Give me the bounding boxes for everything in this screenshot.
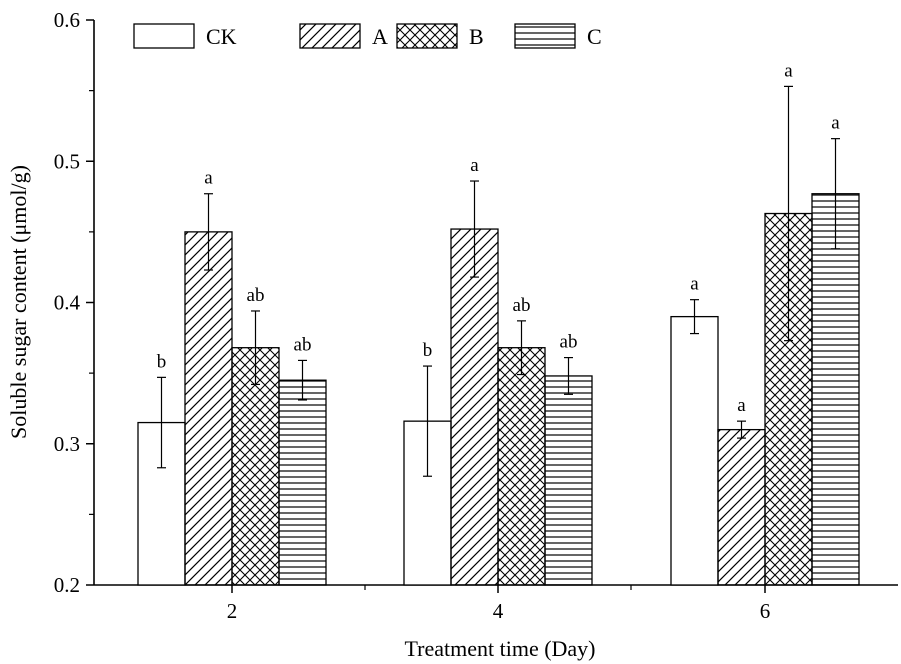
legend-label-a: A [372,24,388,49]
y-tick-label: 0.2 [54,573,80,597]
legend-swatch-c [514,23,576,49]
significance-label: a [690,274,699,295]
significance-label: a [470,155,479,176]
significance-label: b [423,340,433,361]
y-axis-ticks: 0.2 0.3 0.4 0.5 0.6 [54,8,94,597]
legend-swatch-b [396,23,458,49]
legend-label-ck: CK [206,24,237,49]
bar-a-day-6 [717,428,766,586]
x-tick-label: 2 [227,599,238,623]
error-bars [157,85,840,477]
bar-b-day-4 [497,347,546,586]
bar-c-day-6 [811,193,860,586]
x-axis-ticks: 2 4 6 [227,585,771,623]
y-tick-label: 0.5 [54,149,80,173]
bar-c-day-4 [544,375,593,586]
x-tick-label: 4 [493,599,504,623]
significance-label: ab [294,334,312,355]
bar-c-day-2 [278,379,327,586]
significance-labels: b b a a a a ab ab a ab ab a [157,60,841,416]
bar-a-day-2 [184,231,233,586]
significance-label: ab [560,332,578,353]
legend-label-c: C [587,24,602,49]
y-tick-label: 0.6 [54,8,80,32]
significance-label: a [831,113,840,134]
significance-label: b [157,351,167,372]
bar-a-day-4 [450,228,499,586]
legend-swatch-ck [133,23,195,49]
y-tick-label: 0.3 [54,432,80,456]
legend: CK A B C [133,23,602,49]
y-axis-title: Soluble sugar content (μmol/g) [6,165,31,439]
x-axis-title: Treatment time (Day) [404,636,595,661]
bar-ck-day-6 [670,315,719,586]
bar-ck-day-2 [137,421,186,586]
x-tick-label: 6 [760,599,771,623]
bar-groups [137,193,860,586]
significance-label: ab [247,285,265,306]
bar-b-day-2 [231,347,280,586]
significance-label: a [784,60,793,81]
significance-label: a [204,168,213,189]
legend-swatch-a [299,23,361,49]
legend-label-b: B [469,24,484,49]
y-tick-label: 0.4 [54,291,81,315]
significance-label: a [737,395,746,416]
significance-label: ab [513,295,531,316]
